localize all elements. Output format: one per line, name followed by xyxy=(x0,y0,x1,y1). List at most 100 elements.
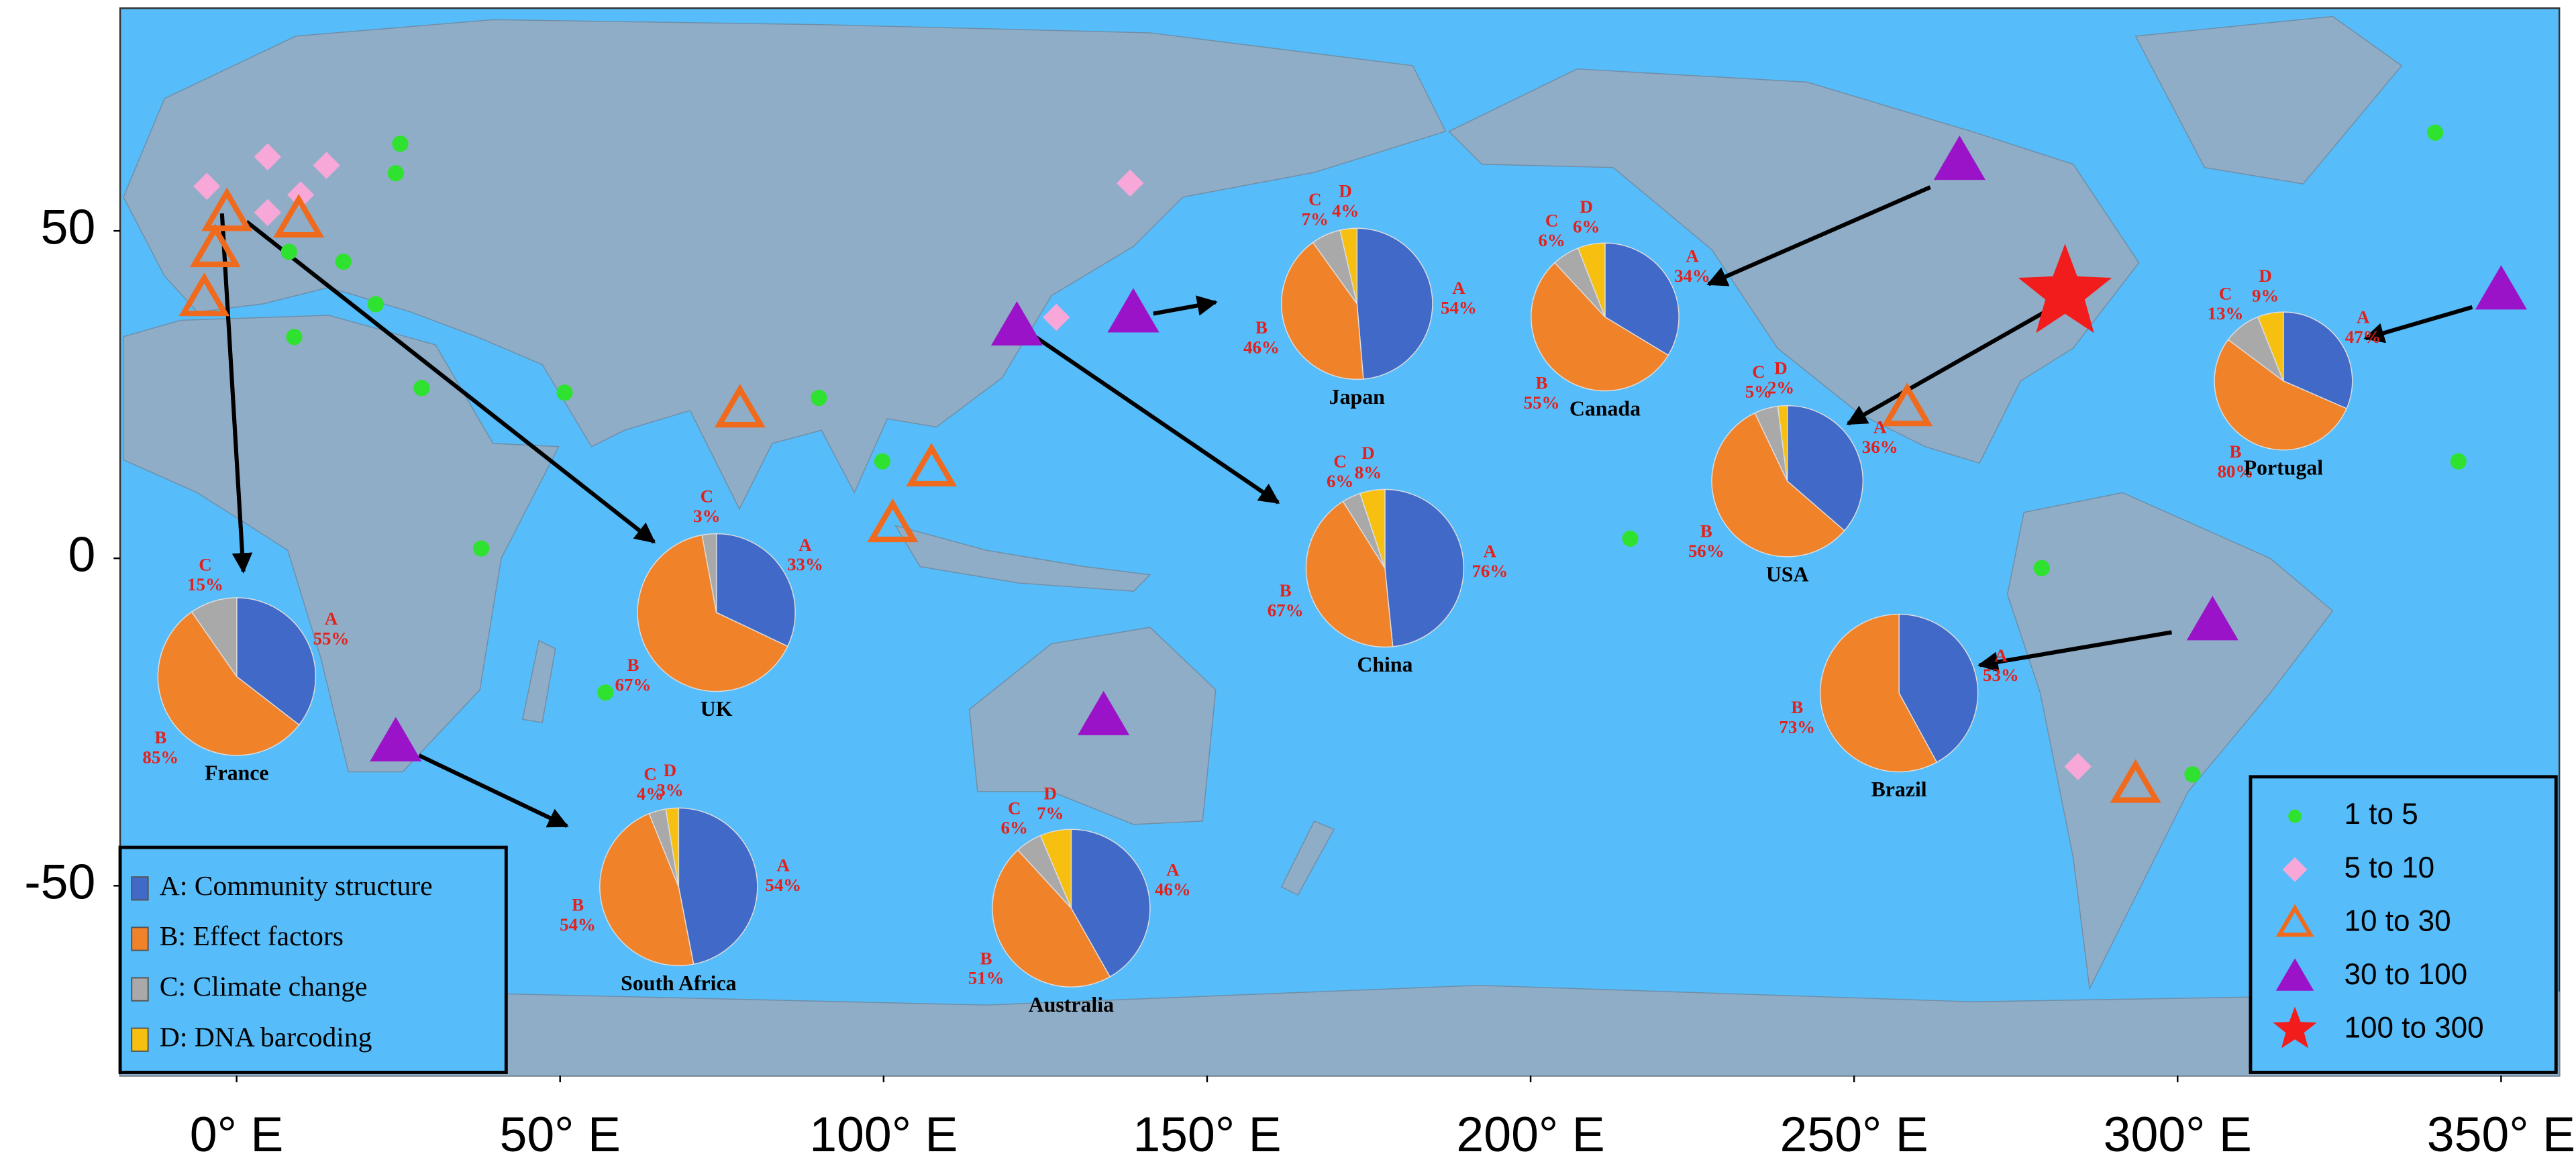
slice-letter: A xyxy=(1994,645,2008,666)
legend-swatch xyxy=(131,876,149,901)
pie-slice xyxy=(1819,613,1938,773)
pie-slice xyxy=(2257,311,2284,382)
pie-slice xyxy=(1305,500,1394,648)
south-america xyxy=(2006,492,2334,991)
site-marker xyxy=(1043,303,1070,331)
slice-letter: C xyxy=(1008,798,1021,818)
site-marker xyxy=(867,498,919,543)
greenland xyxy=(2134,15,2403,184)
slice-label: 46% xyxy=(1243,337,1280,357)
pie-slice xyxy=(1777,405,1788,482)
slice-letter: A xyxy=(798,535,812,555)
site-marker xyxy=(2186,596,2238,641)
pie-name: South Africa xyxy=(621,971,736,995)
legend-label: 30 to 100 xyxy=(2344,958,2467,991)
slice-letter: D xyxy=(1044,784,1057,804)
slice-letter: C xyxy=(1545,210,1558,230)
pie-slice xyxy=(1281,242,1364,380)
site-marker xyxy=(472,540,490,557)
legend-marker xyxy=(2288,809,2302,823)
site-marker xyxy=(906,442,958,487)
slice-label: 76% xyxy=(1472,561,1508,581)
slice-label: 7% xyxy=(1037,803,1064,823)
legend-label: 100 to 300 xyxy=(2344,1011,2483,1044)
slice-label: 33% xyxy=(787,554,823,574)
site-marker xyxy=(280,244,297,260)
site-marker xyxy=(335,253,352,270)
pie-slice xyxy=(1356,227,1433,380)
site-marker xyxy=(874,453,891,470)
legend-label: A: Community structure xyxy=(160,871,433,902)
pie-name: Brazil xyxy=(1871,778,1927,801)
site-marker xyxy=(1107,288,1160,333)
legend-label: C: Climate change xyxy=(160,971,368,1002)
site-marker xyxy=(189,223,241,268)
slice-label: 56% xyxy=(1688,541,1724,561)
new-zealand xyxy=(1280,820,1335,896)
legend-marker xyxy=(2275,904,2314,937)
arrow xyxy=(418,753,569,829)
slice-label: 55% xyxy=(1524,392,1560,413)
site-marker xyxy=(1622,530,1639,547)
indonesia xyxy=(894,525,1151,592)
legend-marker xyxy=(2275,958,2314,991)
slice-letter: A xyxy=(325,608,338,629)
slice-label: 54% xyxy=(560,914,596,935)
x-tick-label: 100° E xyxy=(809,1107,958,1162)
site-marker xyxy=(2064,753,2092,780)
site-marker xyxy=(990,301,1043,346)
legend-swatch xyxy=(131,977,149,1002)
legend-marker xyxy=(2282,857,2308,882)
pie-slice xyxy=(715,533,796,647)
slice-letter: A xyxy=(2357,307,2370,327)
pie-slice xyxy=(1786,405,1863,532)
site-marker xyxy=(2184,766,2201,783)
site-marker xyxy=(714,384,766,428)
pie-slice xyxy=(1604,242,1680,356)
legend-label: B: Effect factors xyxy=(160,921,344,952)
arrow xyxy=(219,213,253,574)
slice-label: 54% xyxy=(1441,297,1477,317)
slice-letter: B xyxy=(1255,317,1268,337)
site-marker xyxy=(2110,759,2161,803)
x-tick-label: 150° E xyxy=(1133,1107,1281,1162)
pie-name: France xyxy=(205,761,268,785)
slice-letter: B xyxy=(1791,697,1803,717)
pie-slice xyxy=(1039,829,1072,908)
slice-letter: D xyxy=(2259,266,2271,286)
slice-label: 36% xyxy=(1862,437,1898,457)
slice-label: 15% xyxy=(187,574,223,594)
legend-label: 1 to 5 xyxy=(2344,798,2418,831)
site-marker xyxy=(2475,265,2527,310)
pie-name: Japan xyxy=(1329,385,1385,409)
pie-slice xyxy=(1531,262,1669,392)
slice-letter: D xyxy=(1580,197,1593,217)
site-marker xyxy=(2018,244,2112,333)
pie-slice xyxy=(678,807,758,965)
slice-letter: C xyxy=(643,763,656,784)
arrow xyxy=(1033,335,1280,505)
legend-label: D: DNA barcoding xyxy=(160,1022,372,1053)
site-marker xyxy=(254,199,282,226)
slice-label: 3% xyxy=(656,780,683,800)
slice-label: 80% xyxy=(2218,461,2254,481)
site-marker xyxy=(178,272,230,317)
site-marker xyxy=(2426,124,2444,141)
site-marker xyxy=(1882,382,1933,427)
slice-label: 73% xyxy=(1779,717,1815,737)
slice-label: 6% xyxy=(1573,217,1600,237)
y-tick-label: 0 xyxy=(68,527,95,582)
slice-label: 46% xyxy=(1155,880,1191,900)
site-marker xyxy=(2450,453,2467,470)
pie-slice xyxy=(191,597,238,678)
slice-label: 6% xyxy=(1538,230,1565,250)
legend-label: 5 to 10 xyxy=(2344,851,2434,884)
pie-slice xyxy=(236,597,317,726)
slice-letter: A xyxy=(1873,417,1887,437)
y-tick-label: -50 xyxy=(24,855,95,910)
site-marker xyxy=(367,296,384,313)
slice-letter: B xyxy=(2230,441,2242,462)
antarctica xyxy=(119,984,2560,1077)
